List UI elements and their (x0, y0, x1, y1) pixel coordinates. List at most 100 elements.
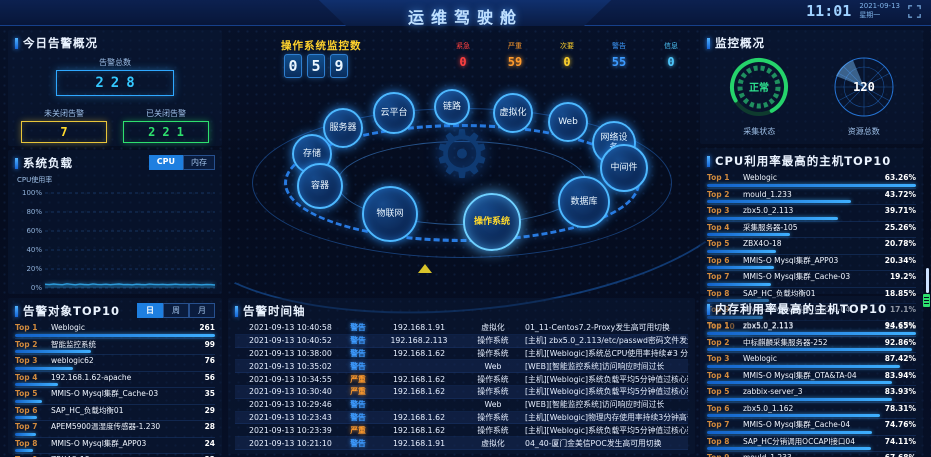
host-name: mould_1.233 (743, 453, 885, 457)
panel-title-system-load: 系统负载 (15, 155, 215, 171)
timeline-row[interactable]: 2021-09-13 10:23:43 警告 192.168.1.62 操作系统 [主机… (235, 411, 688, 425)
tab-memory[interactable]: 内存 (183, 155, 215, 170)
scrollbar-thumb[interactable] (926, 268, 929, 293)
progress-track (707, 233, 916, 236)
host-name: APEM5900温湿度传感器-1.230 (51, 422, 161, 432)
ring-item-database[interactable]: 数据库 (558, 176, 610, 228)
top-list-row[interactable]: Top 7 MMIS-O Mysql集群_Cache-04 74.76% (707, 419, 916, 436)
top-list-row[interactable]: Top 5 zabbix-server_3 83.93% (707, 386, 916, 403)
title-accent-bar (15, 305, 18, 317)
top-list-row[interactable]: Top 9ZBX4O-1822 (15, 454, 215, 457)
digit-box: 5 (307, 54, 325, 78)
top-list-row[interactable]: Top 4 采集服务器-105 25.26% (707, 222, 916, 238)
severity-value: 0 (459, 55, 467, 69)
top-list-row[interactable]: Top 3 weblogic62 76 (15, 355, 215, 372)
top-list-row[interactable]: Top 2 mould_1.233 43.72% (707, 189, 916, 205)
progress-bar (707, 364, 901, 368)
rank-label: Top 7 (15, 422, 38, 432)
title-accent-bar (235, 305, 238, 317)
cpu-load-chart: 100% 80% 60% 40% 20% 0% (22, 189, 216, 292)
timeline-row[interactable]: 2021-09-13 10:21:10 警告 192.168.1.91 虚拟化 04_4… (235, 437, 688, 450)
ring-item-link[interactable]: 链路 (434, 89, 470, 125)
top-list-row[interactable]: Top 7 MMIS-O Mysql集群_Cache-03 19.2% (707, 271, 916, 288)
tab-month[interactable]: 月 (189, 303, 215, 318)
timeline-row[interactable]: 2021-09-13 10:40:52 警告 192.168.2.113 操作系统 [主… (235, 334, 688, 348)
ring-item-container[interactable]: 容器 (297, 163, 343, 209)
ring-item-web[interactable]: Web (548, 102, 588, 142)
carousel-arrow-icon[interactable] (418, 264, 432, 273)
timeline-row[interactable]: 2021-09-13 10:35:02 警告 Web [WEB][智能监控系统]访问响… (235, 360, 688, 374)
fullscreen-icon[interactable] (908, 4, 921, 18)
progress-track (707, 364, 916, 368)
top-list-row[interactable]: Top 6 SAP_HC_负载均衡01 29 (15, 405, 215, 421)
top-list-row[interactable]: Top 1 Weblogic 261 (15, 322, 215, 339)
host-name: MMIS-O Mysql集群_Cache-04 (743, 305, 851, 315)
ring-item-middleware[interactable]: 中间件 (600, 144, 648, 192)
svg-text:0%: 0% (31, 284, 42, 292)
alarm-time: 2021-09-13 10:23:43 (249, 412, 332, 422)
title-accent-bar (707, 155, 710, 167)
top-list-row[interactable]: Top 1 Weblogic 63.26% (707, 172, 916, 189)
chart-y-axis-title: CPU使用率 (17, 176, 53, 184)
panel-mem-top10: 内存利用率最高的主机TOP10 Top 1 zbx5.0_2.113 94.65% T… (700, 296, 923, 457)
progress-track (707, 249, 916, 253)
panel-title-alarm-timeline: 告警时间轴 (235, 303, 688, 319)
timeline-row[interactable]: 2021-09-13 10:30:40 严重 192.168.1.62 操作系统 [主机… (235, 385, 688, 399)
tab-week[interactable]: 周 (163, 303, 189, 318)
progress-bar (707, 315, 764, 319)
top-list-row[interactable]: Top 4 192.168.1.62-apache 56 (15, 372, 215, 388)
closed-alarms-label: 已关闭告警 (146, 109, 186, 118)
weekday-text: 星期一 (859, 11, 881, 19)
top-list-row[interactable]: Top 6 zbx5.0_1.162 78.31% (707, 403, 916, 419)
header-clock-area: 11:01 2021-09-13 星期一 (806, 2, 921, 20)
top-list-row[interactable]: Top 8 MMIS-O Mysql集群_APP03 24 (15, 438, 215, 454)
alarm-category: Web (484, 400, 502, 410)
metric-value: 20.78% (884, 239, 916, 249)
metric-value: 83.94% (884, 370, 916, 380)
host-name: SAP_HC_负载均衡01 (743, 288, 816, 298)
timeline-row[interactable]: 2021-09-13 10:23:39 严重 192.168.1.62 操作系统 [主机… (235, 424, 688, 438)
ring-item-iot[interactable]: 物联网 (362, 186, 418, 242)
svg-text:120: 120 (853, 80, 875, 94)
top-list-row[interactable]: Top 8 SAP_HC分销调用OCCAPI接口04 74.11% (707, 436, 916, 452)
timeline-row[interactable]: 2021-09-13 10:40:58 警告 192.168.1.91 虚拟化 01_1… (235, 322, 688, 335)
top-list-row[interactable]: Top 4 MMIS-O Mysql集群_OTA&TA-04 83.94% (707, 370, 916, 386)
top-list-row[interactable]: Top 8 SAP_HC_负载均衡01 18.85% (707, 288, 916, 304)
alarm-ip: 192.168.1.62 (392, 425, 446, 435)
top-list-row[interactable]: Top 5 MMIS-O Mysql集群_Cache-03 35 (15, 388, 215, 405)
ring-item-virtual[interactable]: 虚拟化 (493, 93, 533, 133)
alarm-category: 操作系统 (477, 336, 509, 346)
rank-label: Top 5 (15, 389, 38, 399)
top-list-row[interactable]: Top 9mould_1.23367.68% (707, 452, 916, 457)
timeline-row[interactable]: 2021-09-13 10:29:46 警告 Web [WEB][智能监控系统]访问响… (235, 399, 688, 412)
top-list-row[interactable]: Top 1 zbx5.0_2.113 94.65% (707, 320, 916, 337)
metric-value: 35 (204, 389, 215, 399)
host-name: MMIS-O Mysql集群_APP03 (51, 438, 147, 448)
top-list-row[interactable]: Top 5 ZBX4O-18 20.78% (707, 238, 916, 255)
progress-bar (707, 348, 913, 351)
alarm-message: [主机] zbx5.0_2.113/etc/passwd密码文件发生变更 (525, 336, 688, 346)
ring-item-server[interactable]: 服务器 (323, 108, 363, 148)
alarm-category: 操作系统 (477, 348, 509, 358)
open-alarms-label: 未关闭告警 (44, 109, 84, 118)
top-list-row[interactable]: Top 7 APEM5900温湿度传感器-1.230 28 (15, 421, 215, 438)
top-list-row[interactable]: Top 6 MMIS-O Mysql集群_APP03 20.34% (707, 255, 916, 271)
host-name: zbx5.0_2.113 (743, 321, 794, 331)
top-list-row[interactable]: Top 3 zbx5.0_2.113 39.71% (707, 205, 916, 222)
host-name: MMIS-O Mysql集群_Cache-03 (51, 389, 159, 399)
timeline-row[interactable]: 2021-09-13 10:38:00 警告 192.168.1.62 操作系统 [主机… (235, 348, 688, 361)
severity-stat: 严重 59 (500, 41, 530, 70)
tab-cpu[interactable]: CPU (148, 155, 183, 170)
timeline-row[interactable]: 2021-09-13 10:34:55 严重 192.168.1.62 操作系统 [主机… (235, 373, 688, 386)
mem-top10-list: Top 1 zbx5.0_2.113 94.65% Top 2 中标麒麟采集服务器-25… (707, 320, 916, 457)
ring-item-os[interactable]: 操作系统 (463, 193, 521, 251)
top-list-row[interactable]: Top 9 MMIS-O Mysql集群_Cache-04 17.1% (707, 304, 916, 321)
top-list-row[interactable]: Top 3 Weblogic 87.42% (707, 353, 916, 370)
top-list-row[interactable]: Top 2 中标麒麟采集服务器-252 92.86% (707, 337, 916, 353)
rank-label: Top 1 (707, 173, 730, 183)
panel-title-mem-top10: 内存利用率最高的主机TOP10 (707, 301, 916, 317)
top-list-row[interactable]: Top 2 智能监控系统 99 (15, 339, 215, 355)
ring-item-cloud[interactable]: 云平台 (373, 92, 415, 134)
tab-day[interactable]: 日 (137, 303, 163, 318)
clock-time: 11:01 (806, 2, 852, 20)
